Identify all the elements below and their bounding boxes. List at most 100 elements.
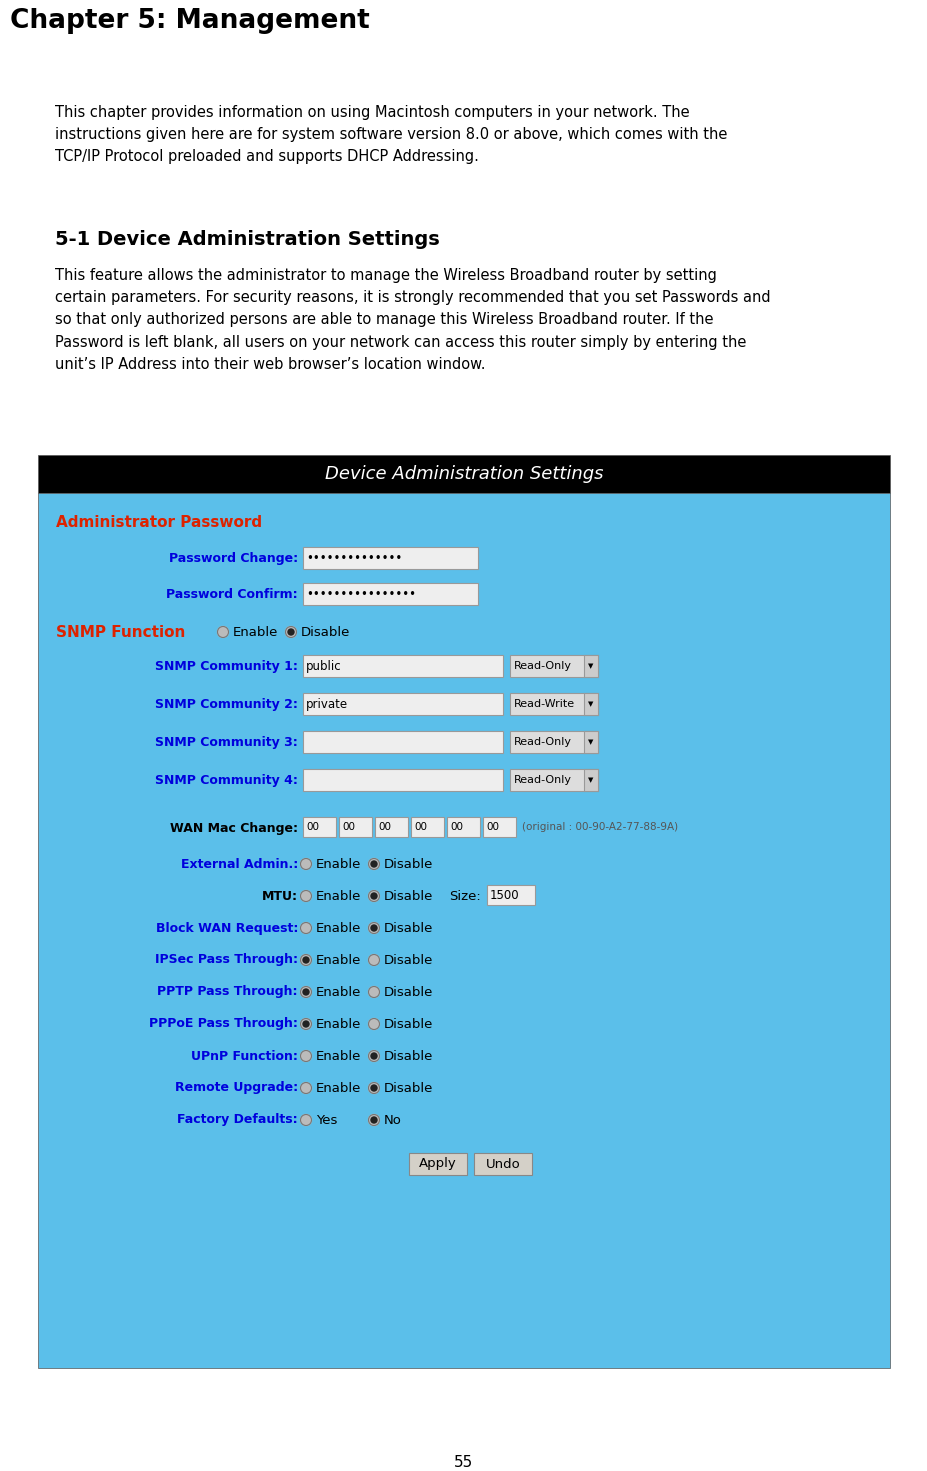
Circle shape: [300, 922, 311, 934]
Circle shape: [368, 955, 379, 965]
Bar: [510, 655, 597, 677]
Circle shape: [368, 890, 379, 902]
Text: Factory Defaults:: Factory Defaults:: [177, 1114, 298, 1127]
Text: Enable: Enable: [316, 858, 361, 871]
Circle shape: [368, 922, 379, 934]
Text: ▼: ▼: [588, 663, 593, 669]
Text: 00: 00: [377, 822, 390, 833]
Circle shape: [368, 1083, 379, 1093]
Circle shape: [300, 1115, 311, 1125]
Circle shape: [300, 859, 311, 869]
Bar: [303, 547, 477, 569]
Circle shape: [368, 1115, 379, 1125]
Text: Block WAN Request:: Block WAN Request:: [156, 921, 298, 934]
Text: Read-Only: Read-Only: [514, 737, 571, 747]
Circle shape: [368, 1050, 379, 1062]
Bar: [474, 1153, 531, 1175]
Text: 55: 55: [454, 1455, 473, 1470]
Circle shape: [303, 989, 309, 994]
Text: Enable: Enable: [316, 986, 361, 999]
Text: SNMP Community 1:: SNMP Community 1:: [155, 659, 298, 672]
Text: 1500: 1500: [489, 888, 519, 902]
Circle shape: [303, 1021, 309, 1027]
Text: Undo: Undo: [485, 1158, 520, 1171]
Text: Enable: Enable: [316, 890, 361, 903]
Circle shape: [286, 627, 297, 637]
Bar: [411, 816, 443, 837]
Circle shape: [300, 987, 311, 997]
Circle shape: [287, 630, 294, 635]
Bar: [583, 655, 597, 677]
Text: Read-Only: Read-Only: [514, 775, 571, 786]
Text: Chapter 5: Management: Chapter 5: Management: [10, 7, 369, 34]
Bar: [303, 693, 502, 715]
Text: Disable: Disable: [384, 1049, 433, 1062]
Text: Enable: Enable: [233, 625, 278, 638]
Bar: [338, 816, 372, 837]
Text: ▼: ▼: [588, 702, 593, 708]
Text: Disable: Disable: [384, 1081, 433, 1094]
Circle shape: [371, 1116, 376, 1122]
Text: Enable: Enable: [316, 1081, 361, 1094]
Text: This chapter provides information on using Macintosh computers in your network. : This chapter provides information on usi…: [55, 104, 727, 165]
Text: Remote Upgrade:: Remote Upgrade:: [174, 1081, 298, 1094]
Text: Read-Write: Read-Write: [514, 699, 575, 709]
Text: Password Confirm:: Password Confirm:: [166, 587, 298, 600]
Text: Administrator Password: Administrator Password: [56, 515, 261, 530]
Circle shape: [371, 1053, 376, 1059]
Circle shape: [368, 987, 379, 997]
Text: WAN Mac Change:: WAN Mac Change:: [170, 821, 298, 834]
Circle shape: [371, 1086, 376, 1091]
Text: Disable: Disable: [384, 890, 433, 903]
Text: MTU:: MTU:: [261, 890, 298, 903]
Text: 5-1 Device Administration Settings: 5-1 Device Administration Settings: [55, 229, 439, 249]
Text: ▼: ▼: [588, 777, 593, 783]
Circle shape: [300, 955, 311, 965]
Text: ▼: ▼: [588, 738, 593, 744]
Bar: [375, 816, 408, 837]
Text: Enable: Enable: [316, 1018, 361, 1031]
Bar: [583, 731, 597, 753]
Text: SNMP Community 3:: SNMP Community 3:: [155, 736, 298, 749]
Text: Enable: Enable: [316, 953, 361, 966]
Text: SNMP Community 4:: SNMP Community 4:: [155, 774, 298, 787]
Text: SNMP Function: SNMP Function: [56, 625, 185, 640]
Text: Yes: Yes: [316, 1114, 337, 1127]
Bar: [583, 769, 597, 791]
Bar: [38, 455, 889, 493]
Text: 00: 00: [342, 822, 355, 833]
Text: No: No: [384, 1114, 401, 1127]
Bar: [482, 816, 515, 837]
Text: Size:: Size:: [449, 890, 480, 903]
Text: Read-Only: Read-Only: [514, 660, 571, 671]
Circle shape: [217, 627, 228, 637]
Text: 00: 00: [306, 822, 319, 833]
Text: ••••••••••••••: ••••••••••••••: [306, 552, 401, 565]
Bar: [38, 493, 889, 1368]
Text: IPSec Pass Through:: IPSec Pass Through:: [155, 953, 298, 966]
Bar: [583, 693, 597, 715]
Text: public: public: [306, 659, 341, 672]
Text: SNMP Community 2:: SNMP Community 2:: [155, 697, 298, 710]
Text: private: private: [306, 697, 348, 710]
Text: Device Administration Settings: Device Administration Settings: [324, 465, 603, 482]
Text: Disable: Disable: [384, 953, 433, 966]
Bar: [487, 886, 535, 905]
Circle shape: [300, 1050, 311, 1062]
Circle shape: [368, 859, 379, 869]
Text: 00: 00: [413, 822, 426, 833]
Bar: [510, 731, 597, 753]
Text: External Admin.:: External Admin.:: [181, 858, 298, 871]
Text: 00: 00: [486, 822, 499, 833]
Text: Password Change:: Password Change:: [169, 552, 298, 565]
Text: Disable: Disable: [384, 858, 433, 871]
Bar: [303, 769, 502, 791]
Text: Apply: Apply: [419, 1158, 456, 1171]
Circle shape: [303, 958, 309, 964]
Text: ••••••••••••••••: ••••••••••••••••: [306, 587, 415, 600]
Bar: [303, 655, 502, 677]
Text: 00: 00: [450, 822, 463, 833]
Text: Disable: Disable: [300, 625, 350, 638]
Text: Disable: Disable: [384, 986, 433, 999]
Text: PPTP Pass Through:: PPTP Pass Through:: [158, 986, 298, 999]
